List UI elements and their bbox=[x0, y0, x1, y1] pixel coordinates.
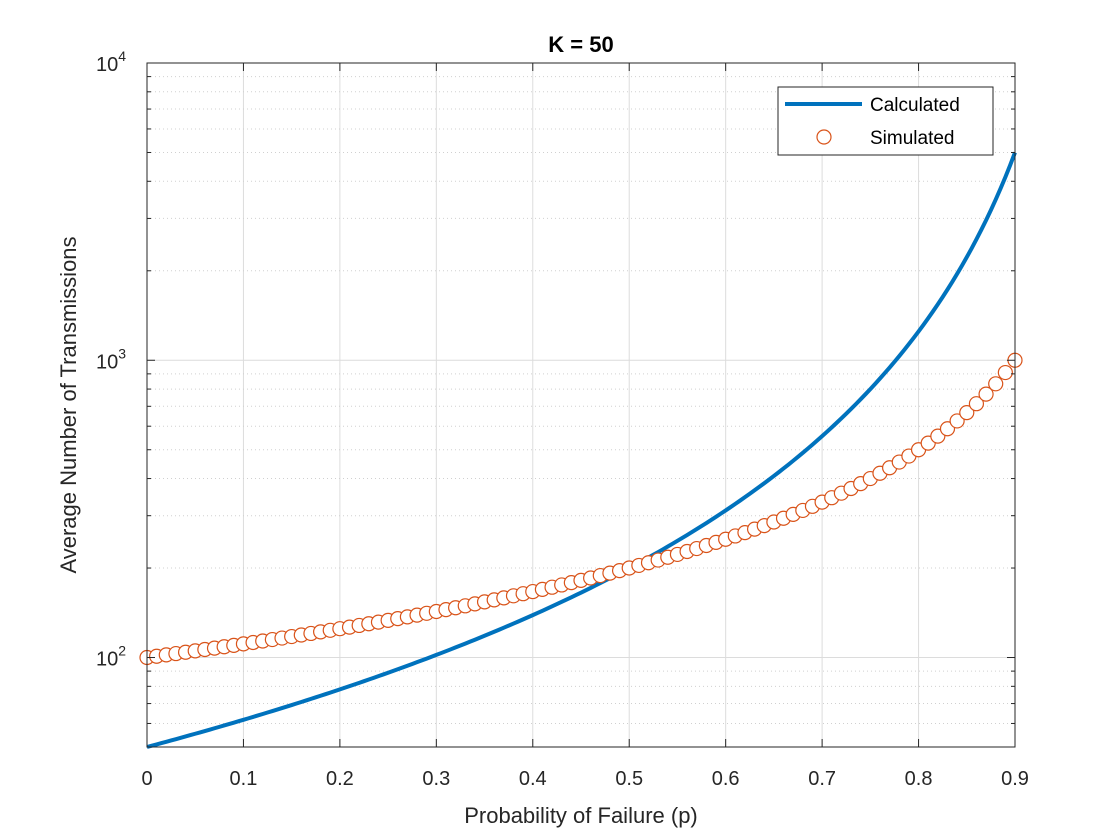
x-tick-label: 0.3 bbox=[422, 768, 450, 790]
simulated-point bbox=[997, 364, 1013, 381]
series-calculated bbox=[146, 151, 1017, 749]
x-tick-label: 0.4 bbox=[519, 768, 547, 790]
x-tick-label: 0.8 bbox=[905, 768, 933, 790]
x-tick-label: 0.6 bbox=[712, 768, 740, 790]
simulated-point bbox=[959, 405, 975, 421]
series-simulated bbox=[139, 352, 1023, 666]
y-tick-labels: 102 103 104 bbox=[96, 48, 126, 671]
x-tick-label: 0.1 bbox=[230, 768, 258, 790]
simulated-point bbox=[949, 413, 965, 429]
axes-box bbox=[146, 62, 1016, 748]
x-tick-label: 0.5 bbox=[615, 768, 643, 790]
legend-box bbox=[777, 86, 994, 156]
calculated-line bbox=[146, 151, 1017, 749]
x-tick-label: 0.2 bbox=[326, 768, 354, 790]
simulated-point bbox=[968, 396, 985, 412]
axes bbox=[146, 62, 1016, 748]
y-tick-label: 104 bbox=[96, 48, 126, 76]
simulated-point bbox=[978, 386, 994, 402]
y-axis-title: Average Number of Transmissions bbox=[56, 236, 81, 573]
x-tick-label: 0.9 bbox=[1001, 768, 1029, 790]
x-tick-labels: 0 0.1 0.2 0.3 0.4 0.5 0.6 0.7 0.8 0.9 bbox=[141, 768, 1028, 790]
x-tick-label: 0.7 bbox=[808, 768, 836, 790]
simulated-point bbox=[988, 376, 1004, 392]
legend[interactable]: Calculated Simulated bbox=[777, 86, 994, 156]
y-tick-label: 102 bbox=[96, 643, 126, 671]
x-axis-title: Probability of Failure (p) bbox=[464, 803, 698, 828]
chart-title: K = 50 bbox=[548, 32, 613, 57]
legend-simulated-label: Simulated bbox=[870, 128, 955, 149]
x-tick-label: 0 bbox=[141, 768, 152, 790]
y-tick-label: 103 bbox=[96, 345, 126, 373]
legend-calculated-label: Calculated bbox=[870, 95, 960, 116]
legend-simulated-swatch bbox=[816, 129, 832, 145]
